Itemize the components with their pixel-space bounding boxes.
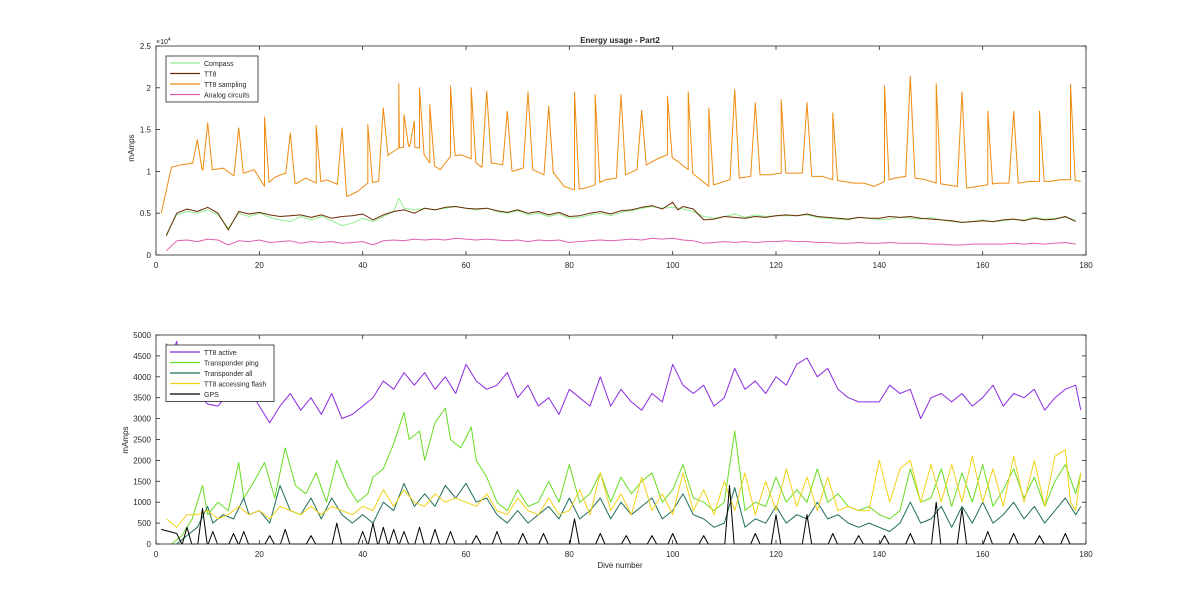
y-tick-label: 3500 — [133, 394, 151, 403]
x-tick-label: 140 — [873, 550, 887, 559]
exponent-base: ×10 — [156, 39, 168, 46]
y-tick-label: 2500 — [133, 436, 151, 445]
x-tick-label: 20 — [255, 550, 264, 559]
top-chart-axes: 0 20 40 60 80 100 120 140 160 180 0 0.5 1 1.5 2 2.5 — [140, 42, 1093, 270]
top-chart-series-tt8-sampling — [160, 75, 1081, 214]
bottom-chart-xlabel: Dive number — [597, 561, 643, 570]
y-tick-label: 0 — [147, 251, 152, 260]
x-tick-label: 140 — [873, 261, 887, 270]
x-tick-label: 40 — [358, 261, 367, 270]
y-tick-label: 0 — [147, 540, 152, 549]
x-tick-label: 80 — [565, 550, 574, 559]
y-tick-label: 4500 — [133, 352, 151, 361]
legend-label: Transponder ping — [204, 361, 259, 368]
x-tick-label: 180 — [1079, 261, 1093, 270]
y-tick-label: 3000 — [133, 415, 151, 424]
y-tick-label: 1.5 — [140, 126, 152, 135]
x-tick-label: 100 — [666, 261, 680, 270]
top-chart-axes-box — [155, 45, 1087, 256]
bottom-chart-ylabel: mAmps — [121, 426, 130, 453]
top-chart-series-analog-circuits — [165, 237, 1076, 252]
y-tick-label: 2 — [147, 84, 152, 93]
x-tick-label: 100 — [666, 550, 680, 559]
x-tick-label: 20 — [255, 261, 264, 270]
bottom-chart-legend: TT8 active Transponder ping Transponder al… — [165, 344, 275, 402]
top-chart-series-compass — [165, 197, 1076, 235]
x-tick-label: 80 — [565, 261, 574, 270]
y-tick-label: 1000 — [133, 498, 151, 507]
y-tick-label: 4000 — [133, 373, 151, 382]
y-tick-label: 2000 — [133, 456, 151, 465]
top-chart-series-tt8 — [165, 201, 1076, 237]
bottom-chart-series-tt8-active — [165, 340, 1082, 424]
bottom-chart-series-tt8-accessing-flash — [165, 449, 1082, 528]
y-tick-label: 1 — [147, 167, 152, 176]
legend-label: TT8 active — [204, 350, 237, 357]
x-tick-label: 120 — [769, 261, 783, 270]
bottom-chart-series-transponder-ping — [171, 407, 1082, 545]
y-tick-label: 2.5 — [140, 42, 152, 51]
bottom-chart-series-transponder-all — [176, 482, 1082, 545]
legend-label: TT8 — [204, 72, 217, 79]
bottom-chart: mAmps Dive number 0 20 40 60 80 100 120 140 160 1… — [121, 331, 1093, 570]
legend-label: TT8 sampling — [204, 82, 247, 89]
top-chart-legend: Compass TT8 TT8 sampling Analog circuits — [165, 55, 259, 103]
top-chart-exponent: ×104 — [156, 37, 171, 46]
x-tick-label: 0 — [154, 261, 159, 270]
y-tick-label: 1500 — [133, 477, 151, 486]
legend-label: GPS — [204, 392, 219, 399]
x-tick-label: 0 — [154, 550, 159, 559]
legend-label: Transponder all — [204, 371, 253, 378]
x-tick-label: 60 — [462, 550, 471, 559]
top-chart: Energy usage - Part2 ×104 mAmps 0 20 40 60 8… — [127, 36, 1093, 270]
x-tick-label: 160 — [976, 550, 990, 559]
x-tick-label: 120 — [769, 550, 783, 559]
legend-label: Compass — [204, 61, 234, 68]
exponent-power: 4 — [168, 37, 171, 43]
x-tick-label: 160 — [976, 261, 990, 270]
x-tick-label: 180 — [1079, 550, 1093, 559]
bottom-chart-axes: 0 20 40 60 80 100 120 140 160 180 0 500 1000 1500 2000… — [133, 331, 1093, 559]
x-tick-label: 60 — [462, 261, 471, 270]
top-chart-series — [160, 75, 1081, 252]
y-tick-label: 0.5 — [140, 209, 152, 218]
top-chart-ylabel: mAmps — [127, 134, 136, 161]
y-tick-label: 500 — [138, 519, 152, 528]
y-tick-label: 5000 — [133, 331, 151, 340]
bottom-chart-series — [161, 340, 1086, 545]
legend-label: Analog circuits — [204, 93, 250, 100]
x-tick-label: 40 — [358, 550, 367, 559]
legend-label: TT8 accessing flash — [204, 382, 266, 389]
top-chart-title: Energy usage - Part2 — [580, 36, 660, 45]
